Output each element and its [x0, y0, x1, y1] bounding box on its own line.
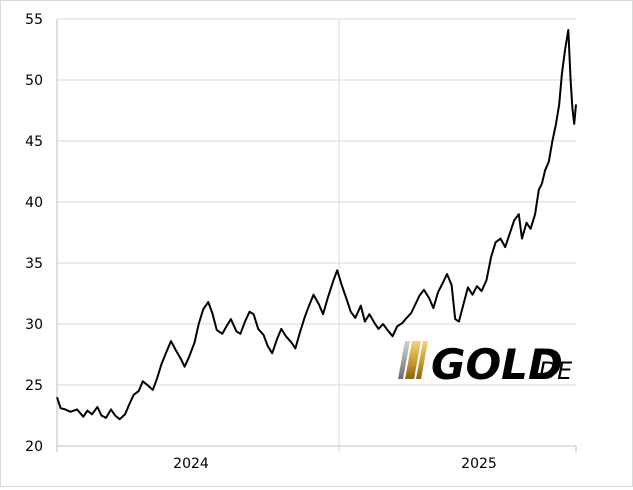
y-axis-tick-labels: 20 25 30 35 40 45 50 55 [25, 12, 43, 455]
x-tick-label: 2024 [173, 456, 209, 472]
series-line [56, 29, 577, 421]
y-tick-label: 45 [25, 134, 43, 150]
y-tick-label: 25 [25, 378, 43, 394]
y-tick-label: 55 [25, 12, 43, 28]
y-tick-label: 20 [25, 439, 43, 455]
logo-brand-suffix: .DE [531, 357, 573, 385]
logo-brand-main: GOLD [431, 340, 563, 389]
y-tick-label: 40 [25, 195, 43, 211]
gridlines [56, 18, 577, 452]
y-tick-label: 35 [25, 256, 43, 272]
logo-bars-icon [398, 341, 428, 379]
y-tick-label: 50 [25, 73, 43, 89]
gold-de-logo-watermark: GOLD .DE [398, 340, 573, 389]
y-tick-label: 30 [25, 317, 43, 333]
x-tick-label: 2025 [461, 456, 497, 472]
x-axis-tick-labels: 2024 2025 [173, 456, 497, 472]
